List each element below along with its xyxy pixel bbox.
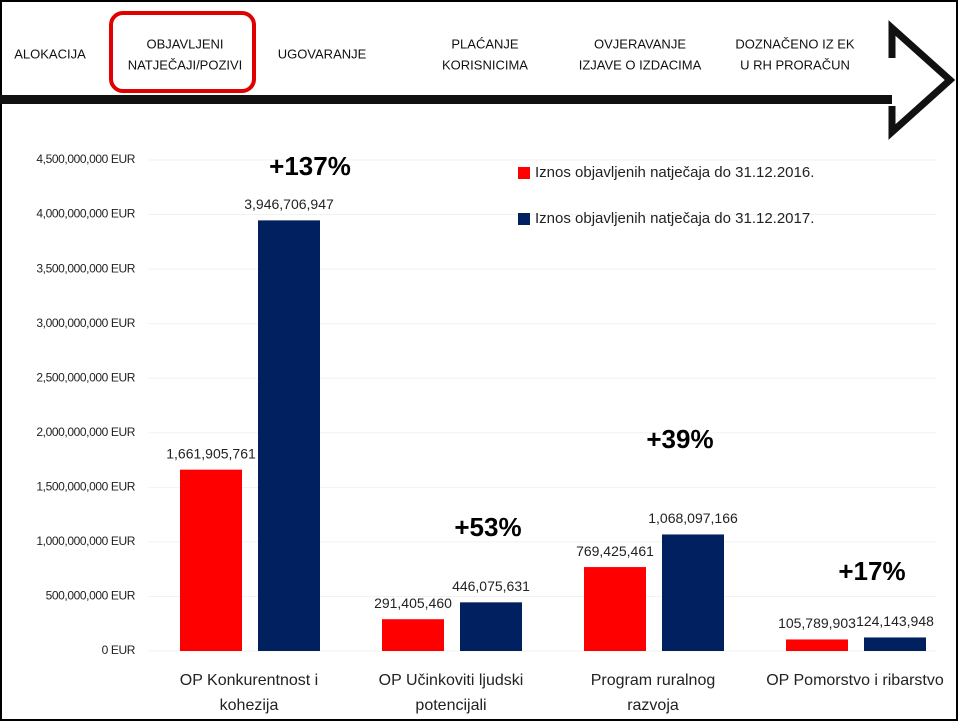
data-label: 105,789,903 <box>778 615 856 631</box>
y-tick-label: 4,500,000,000 EUR <box>36 152 135 166</box>
y-tick-label: 2,500,000,000 EUR <box>36 370 135 384</box>
data-label: 124,143,948 <box>856 613 934 629</box>
highlight-box <box>109 11 256 93</box>
x-tick-label: OP Učinkoviti ljudski potencijali <box>378 672 524 714</box>
bar <box>662 534 724 651</box>
process-arrow-line <box>0 95 895 104</box>
bar <box>180 469 242 651</box>
process-step: OVJERAVANJE <box>594 36 686 51</box>
process-step: OBJAVLJENI <box>146 36 223 51</box>
data-label: 769,425,461 <box>576 543 654 559</box>
data-label: 291,405,460 <box>374 595 452 611</box>
bar <box>382 619 444 651</box>
legend-label: Iznos objavljenih natječaja do 31.12.201… <box>535 210 814 227</box>
legend-label: Iznos objavljenih natječaja do 31.12.201… <box>535 164 814 181</box>
process-step: ALOKACIJA <box>14 46 86 61</box>
data-label: 1,661,905,761 <box>166 445 256 461</box>
bar <box>864 637 926 651</box>
x-tick-label: OP Pomorstvo i ribarstvo <box>766 672 944 689</box>
process-step: NATJEČAJI/POZIVI <box>128 57 243 72</box>
y-tick-label: 2,000,000,000 EUR <box>36 425 135 439</box>
y-tick-label: 3,500,000,000 EUR <box>36 261 135 275</box>
bar <box>258 220 320 651</box>
y-tick-label: 0 EUR <box>102 643 136 657</box>
process-step: UGOVARANJE <box>278 46 367 61</box>
process-arrow-head <box>888 20 956 140</box>
data-label: 446,075,631 <box>452 578 530 594</box>
legend-swatch <box>518 167 530 179</box>
process-step: KORISNICIMA <box>442 57 528 72</box>
y-tick-label: 4,000,000,000 EUR <box>36 207 135 221</box>
process-step: PLAĆANJE <box>451 36 519 51</box>
legend-swatch <box>518 213 530 225</box>
y-tick-label: 1,000,000,000 EUR <box>36 534 135 548</box>
data-label: 1,068,097,166 <box>648 510 738 526</box>
growth-annotation: +137% <box>269 151 351 181</box>
bar <box>584 567 646 651</box>
bar <box>460 602 522 651</box>
y-tick-label: 3,000,000,000 EUR <box>36 316 135 330</box>
y-tick-label: 500,000,000 EUR <box>46 589 136 603</box>
process-step: U RH PRORAČUN <box>740 57 850 72</box>
data-label: 3,946,706,947 <box>244 196 334 212</box>
y-tick-label: 1,500,000,000 EUR <box>36 480 135 494</box>
x-tick-label: Program ruralnog razvoja <box>590 672 716 714</box>
process-step: IZJAVE O IZDACIMA <box>579 57 702 72</box>
growth-annotation: +53% <box>454 512 521 542</box>
bar <box>786 639 848 651</box>
process-step: DOZNAČENO IZ EK <box>735 36 855 51</box>
growth-annotation: +17% <box>838 556 905 586</box>
x-tick-label: OP Konkurentnost i kohezija <box>179 672 319 714</box>
growth-annotation: +39% <box>646 424 713 454</box>
